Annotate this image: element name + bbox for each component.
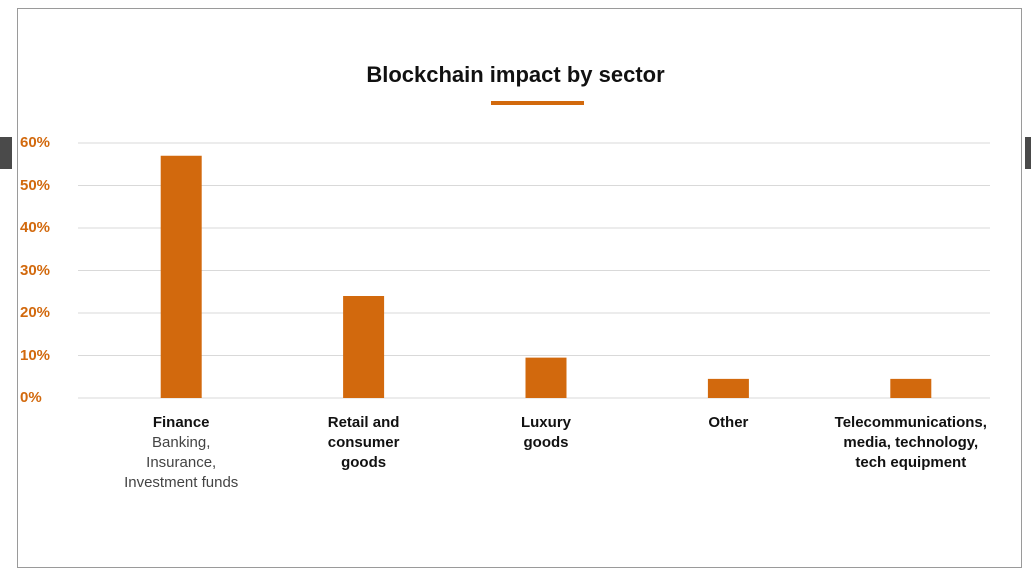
y-tick-label: 40% xyxy=(20,219,51,236)
y-tick-label: 10% xyxy=(20,346,51,364)
y-tick-label: 60% xyxy=(20,134,51,151)
y-tick-label: 20% xyxy=(20,304,51,321)
bar xyxy=(890,378,932,398)
category-name: Luxury goods xyxy=(520,414,571,451)
category-name: Other xyxy=(708,414,749,431)
x-category-label: Retail and consumer goods xyxy=(264,413,464,473)
bar xyxy=(160,155,202,398)
bar-chart xyxy=(78,142,990,399)
category-sublabel: Banking, Insurance, Investment funds xyxy=(124,434,239,491)
x-category-label: Luxury goods xyxy=(446,413,646,453)
chart-title: Blockchain impact by sector xyxy=(366,62,665,87)
x-category-label: Finance Banking, Insurance, Investment fu… xyxy=(81,413,281,493)
x-category-label: Other xyxy=(628,413,828,433)
bar xyxy=(525,357,567,398)
category-name: Finance xyxy=(152,414,210,431)
category-name: Telecommunications, media, technology, t… xyxy=(834,414,987,471)
bar xyxy=(343,296,385,398)
y-tick-label: 50% xyxy=(20,176,51,194)
y-tick-label: 0% xyxy=(20,389,42,406)
x-category-label: Telecommunications, media, technology, t… xyxy=(811,413,1011,473)
category-name: Retail and consumer goods xyxy=(327,414,400,471)
bar xyxy=(707,378,749,398)
left-edge-tab xyxy=(0,137,12,169)
right-edge-tab xyxy=(1025,137,1031,169)
y-tick-label: 30% xyxy=(20,261,51,279)
title-underline xyxy=(491,101,584,105)
